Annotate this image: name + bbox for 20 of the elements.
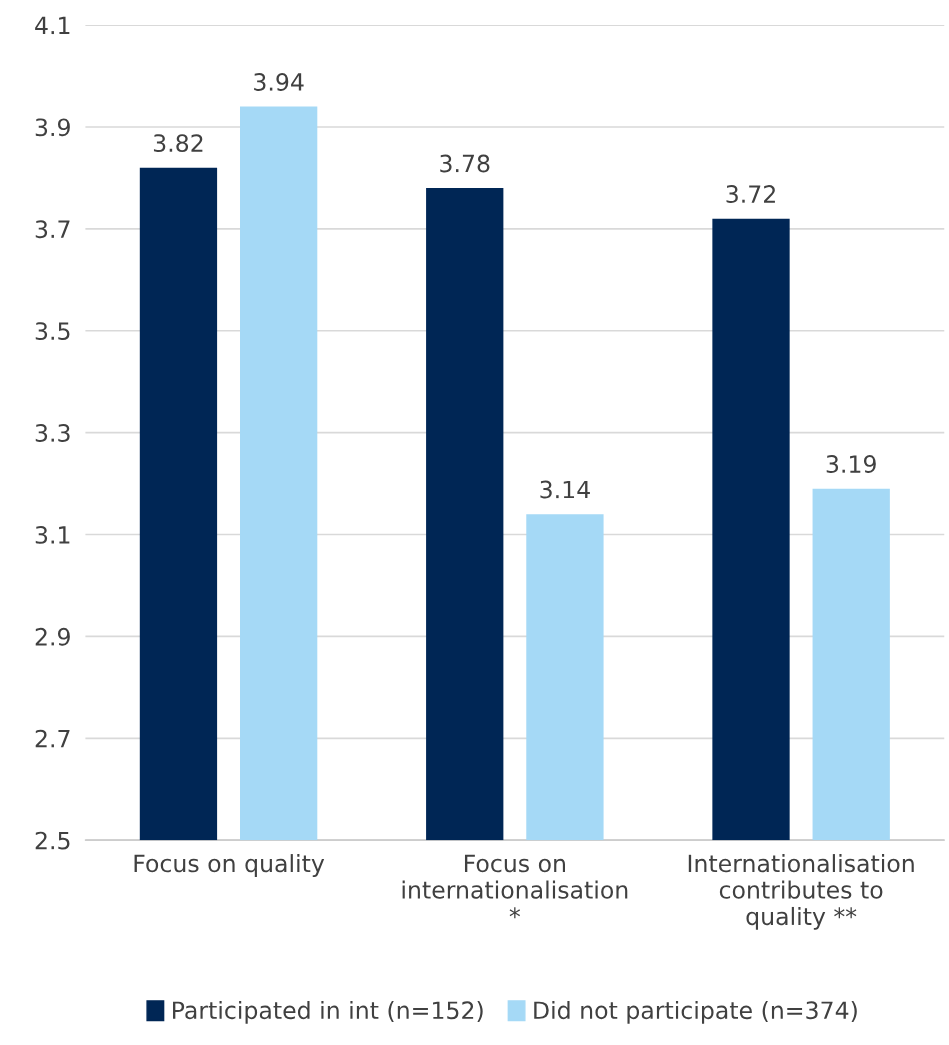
data-label: 3.82 xyxy=(153,134,203,153)
data-label: 3.19 xyxy=(826,455,876,473)
y-tick-label: 2.9 xyxy=(35,627,70,646)
y-tick-label: 3.5 xyxy=(35,322,70,341)
y-tick-label: 3.1 xyxy=(35,525,70,544)
data-label: 3.78 xyxy=(440,154,490,173)
data-label: 3.14 xyxy=(540,480,590,499)
y-tick-label: 2.5 xyxy=(35,831,70,850)
y-tick-label: 2.7 xyxy=(35,729,70,748)
x-tick-label: Internationalisation contributes to quality ** xyxy=(688,854,914,930)
data-label: 3.94 xyxy=(254,73,304,91)
y-tick-label: 4.1 xyxy=(35,16,70,35)
legend-label: Participated in int (n=152) xyxy=(173,1000,483,1024)
x-tick-label: Focus on internationalisation * xyxy=(402,854,628,919)
legend-label: Did not participate (n=374) xyxy=(534,1000,857,1024)
data-label: 3.72 xyxy=(726,185,775,203)
y-tick-label: 3.3 xyxy=(35,424,70,442)
y-tick-label: 3.9 xyxy=(35,118,70,137)
y-tick-label: 3.7 xyxy=(35,220,70,239)
x-tick-label: Focus on quality xyxy=(134,854,325,877)
